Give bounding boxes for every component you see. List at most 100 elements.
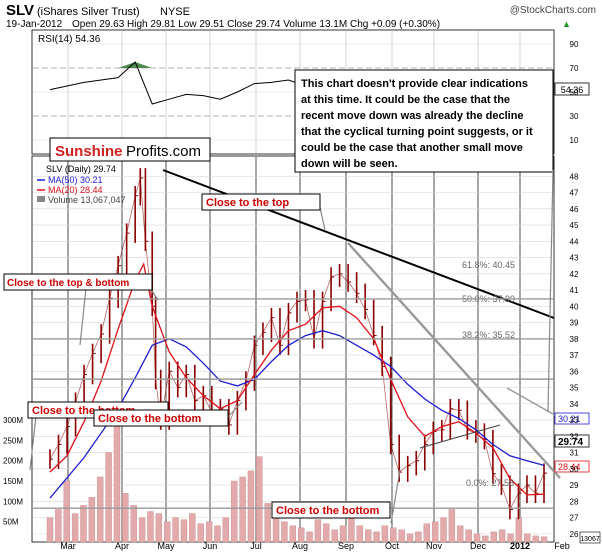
price-tick-label: 28	[570, 497, 579, 506]
volume-tag	[579, 531, 601, 544]
annotation-close-to-bottom-3: Close to the bottom	[271, 501, 391, 519]
volume-bar	[214, 525, 221, 543]
volume-bar	[440, 517, 447, 543]
volume-bar	[524, 533, 531, 543]
price-tick-label: 46	[570, 205, 579, 214]
support-trend-line	[419, 424, 501, 449]
volume-bar	[63, 480, 70, 543]
volume-tag-text: 13067	[580, 536, 600, 543]
volume-bar	[482, 535, 489, 543]
volume-bar	[138, 517, 146, 543]
volume-bar	[231, 480, 238, 543]
volume-bar	[465, 529, 472, 543]
annotation-close-to-top-bottom: Close to the top & bottom	[3, 273, 153, 291]
ma50-tag	[554, 412, 590, 425]
commentary-frame	[294, 69, 554, 173]
volume-bar	[281, 521, 288, 543]
volume-bar	[71, 513, 79, 543]
legend-slv-daily: SLV (Daily) 29.74	[46, 164, 116, 174]
volume-layer	[46, 423, 548, 543]
x-tick-label: Jun	[203, 541, 218, 551]
volume-bar	[289, 525, 297, 543]
x-tick-label: Aug	[292, 541, 308, 551]
price-tick-label: 32	[570, 432, 579, 441]
price-tick-label: 34	[570, 400, 579, 409]
volume-bar	[247, 470, 255, 543]
legend-ma20: MA(20) 28.44	[48, 185, 103, 195]
price-legend: SLV (Daily) 29.74 MA(50) 30.21 MA(20) 28…	[37, 164, 126, 205]
x-tick-label: Dec	[470, 541, 487, 551]
price-tick-label: 36	[570, 367, 579, 376]
bottom2-callout-pointer	[227, 401, 243, 418]
annotation-box	[271, 501, 391, 519]
rsi-tick-label: 90	[570, 40, 579, 49]
price-tick-label: 30	[570, 465, 579, 474]
volume-bar	[323, 523, 330, 543]
volume-bar	[314, 519, 322, 543]
x-tick-label: Nov	[426, 541, 443, 551]
legend-ma50: MA(50) 30.21	[48, 175, 103, 185]
volume-tick-label: 100M	[3, 497, 23, 506]
volume-bar	[297, 527, 305, 543]
volume-bar	[448, 509, 456, 543]
copyright-label: @StockCharts.com	[510, 5, 596, 16]
x-tick-label: Sep	[338, 541, 354, 551]
price-tick-label: 37	[570, 351, 579, 360]
volume-bar	[197, 523, 204, 543]
annotation-text: Close to the top & bottom	[7, 278, 129, 289]
brand-logo: Sunshine Profits.com	[49, 137, 211, 162]
fib-layer: 61.8%: 40.45 50.0%: 37.99 38.2%: 35.52 0…	[33, 260, 553, 509]
minor-trend-line	[506, 387, 561, 419]
price-tick-label: 33	[570, 416, 579, 425]
volume-bar	[356, 525, 363, 543]
commentary-line-6: down will be seen.	[301, 158, 398, 170]
volume-bar	[490, 531, 497, 543]
x-tick-label: Jul	[250, 541, 262, 551]
volume-bar	[381, 525, 389, 543]
volume-tick-label: 250M	[3, 436, 23, 445]
x-tick-label: Apr	[115, 541, 129, 551]
ticker-name: (iShares Silver Trust)	[37, 6, 140, 18]
volume-bar	[540, 536, 548, 543]
volume-bar	[306, 531, 313, 543]
volume-bar	[423, 523, 430, 543]
volume-bar	[264, 503, 271, 543]
volume-bar	[172, 517, 179, 543]
fib-618-label: 61.8%: 40.45	[462, 260, 515, 270]
volume-bar	[55, 509, 62, 543]
volume-bar	[222, 517, 230, 543]
rsi-legend: RSI(14) 54.36	[38, 34, 101, 45]
volume-bar	[498, 529, 506, 543]
price-tick-label: 31	[570, 449, 579, 458]
commentary-line-4: that the cyclical turning point suggests…	[301, 126, 533, 138]
x-tick-label: Oct	[385, 541, 400, 551]
volume-bar	[364, 529, 372, 543]
price-tick-label: 48	[570, 172, 579, 181]
volume-bar	[507, 533, 514, 543]
volume-bar	[189, 513, 196, 543]
annotation-close-to-top: Close to the top	[201, 193, 321, 211]
volume-bar	[515, 517, 523, 543]
volume-bar	[130, 505, 137, 543]
volume-bar	[80, 505, 87, 543]
commentary-line-3: recent move down was already the decline	[301, 110, 524, 122]
rsi-tick-label: 50	[570, 88, 579, 97]
rsi-tick-label: 70	[570, 64, 579, 73]
brand-box	[49, 137, 211, 162]
price-tick-label: 29	[570, 481, 579, 490]
price-tick-label: 35	[570, 384, 579, 393]
price-tick-label: 38	[570, 335, 579, 344]
x-tick-label: 2012	[510, 541, 530, 551]
volume-bar	[105, 452, 112, 543]
ticker-symbol: SLV	[6, 2, 34, 19]
volume-bar	[390, 527, 397, 543]
commentary-box: This chart doesn't provide clear indicat…	[294, 69, 554, 173]
volume-bar	[46, 517, 54, 543]
price-tick-label: 47	[570, 189, 579, 198]
volume-bar	[348, 517, 355, 543]
volume-tick-label: 300M	[3, 416, 23, 425]
commentary-line-2: at this time. It could be the case that …	[301, 94, 510, 106]
bottom3-callout-pointer	[390, 469, 401, 524]
